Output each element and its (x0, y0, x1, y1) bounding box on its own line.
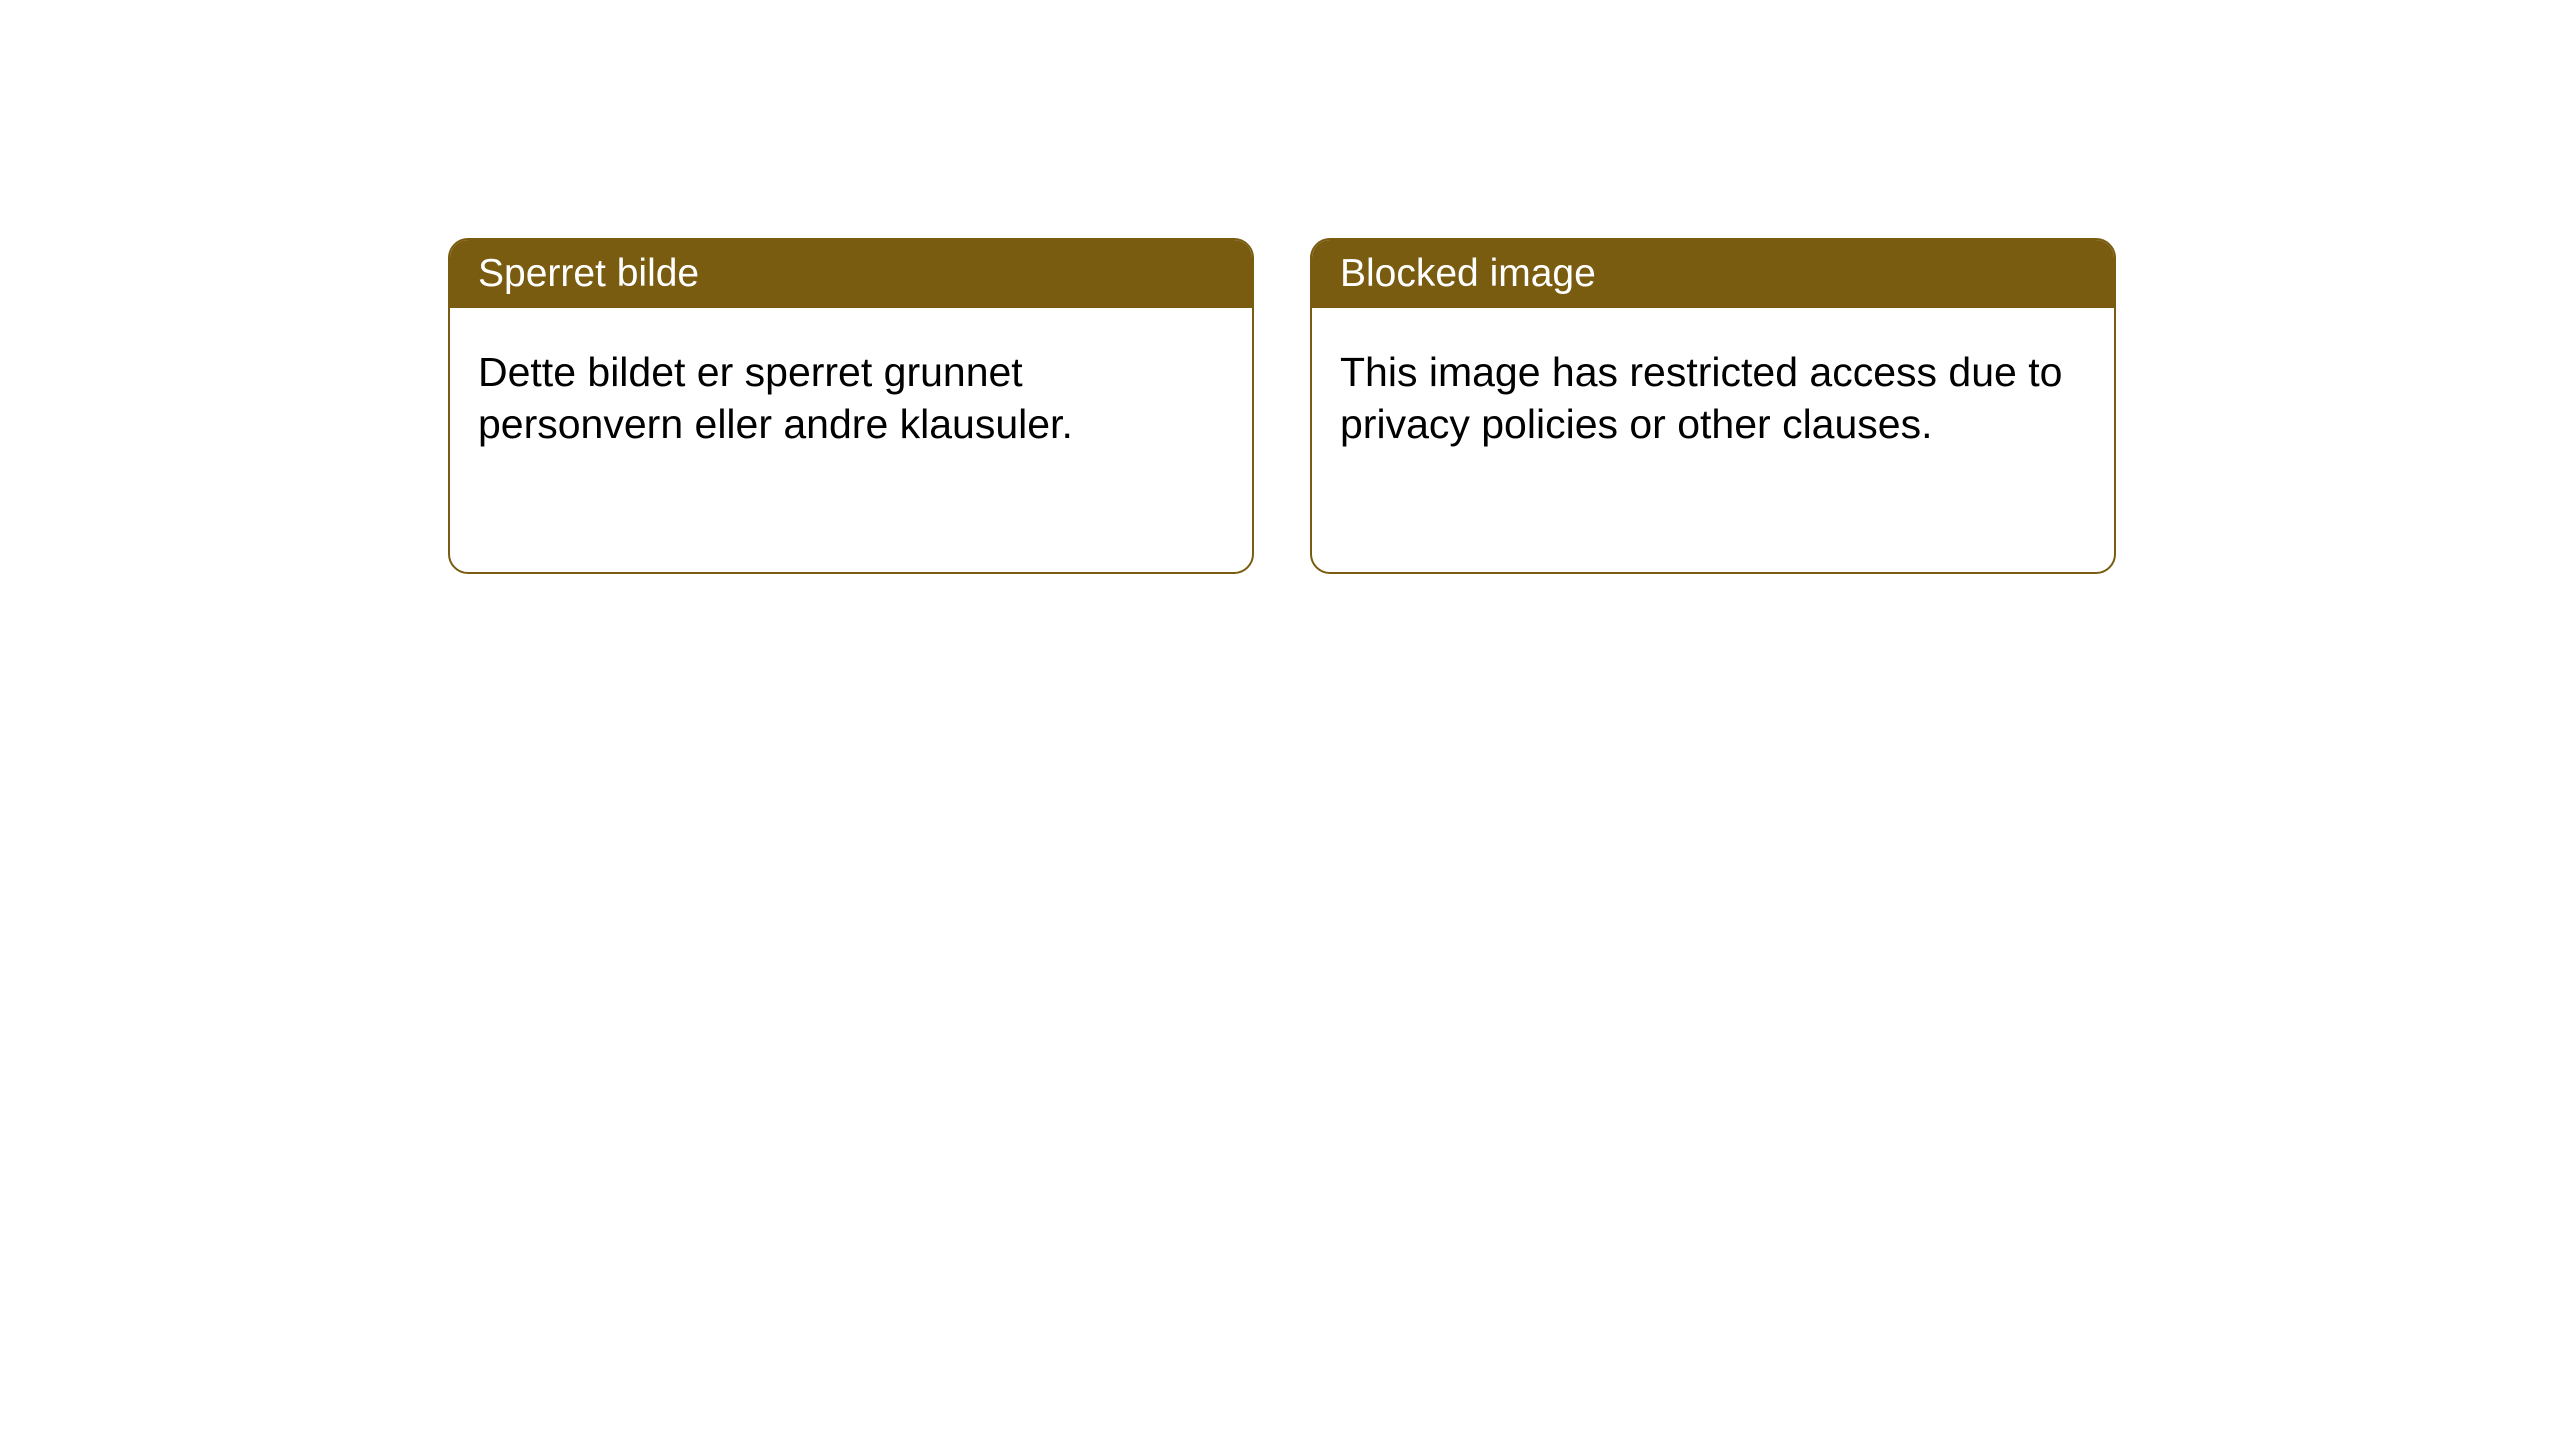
notice-title: Sperret bilde (478, 252, 699, 295)
notice-box-english: Blocked image This image has restricted … (1310, 238, 2116, 574)
notice-body-text: Dette bildet er sperret grunnet personve… (478, 349, 1073, 447)
notices-container: Sperret bilde Dette bildet er sperret gr… (0, 0, 2560, 574)
notice-body-text: This image has restricted access due to … (1340, 349, 2062, 447)
notice-header: Sperret bilde (450, 240, 1252, 308)
notice-body: This image has restricted access due to … (1312, 308, 2114, 489)
notice-box-norwegian: Sperret bilde Dette bildet er sperret gr… (448, 238, 1254, 574)
notice-body: Dette bildet er sperret grunnet personve… (450, 308, 1252, 489)
notice-title: Blocked image (1340, 252, 1596, 295)
notice-header: Blocked image (1312, 240, 2114, 308)
